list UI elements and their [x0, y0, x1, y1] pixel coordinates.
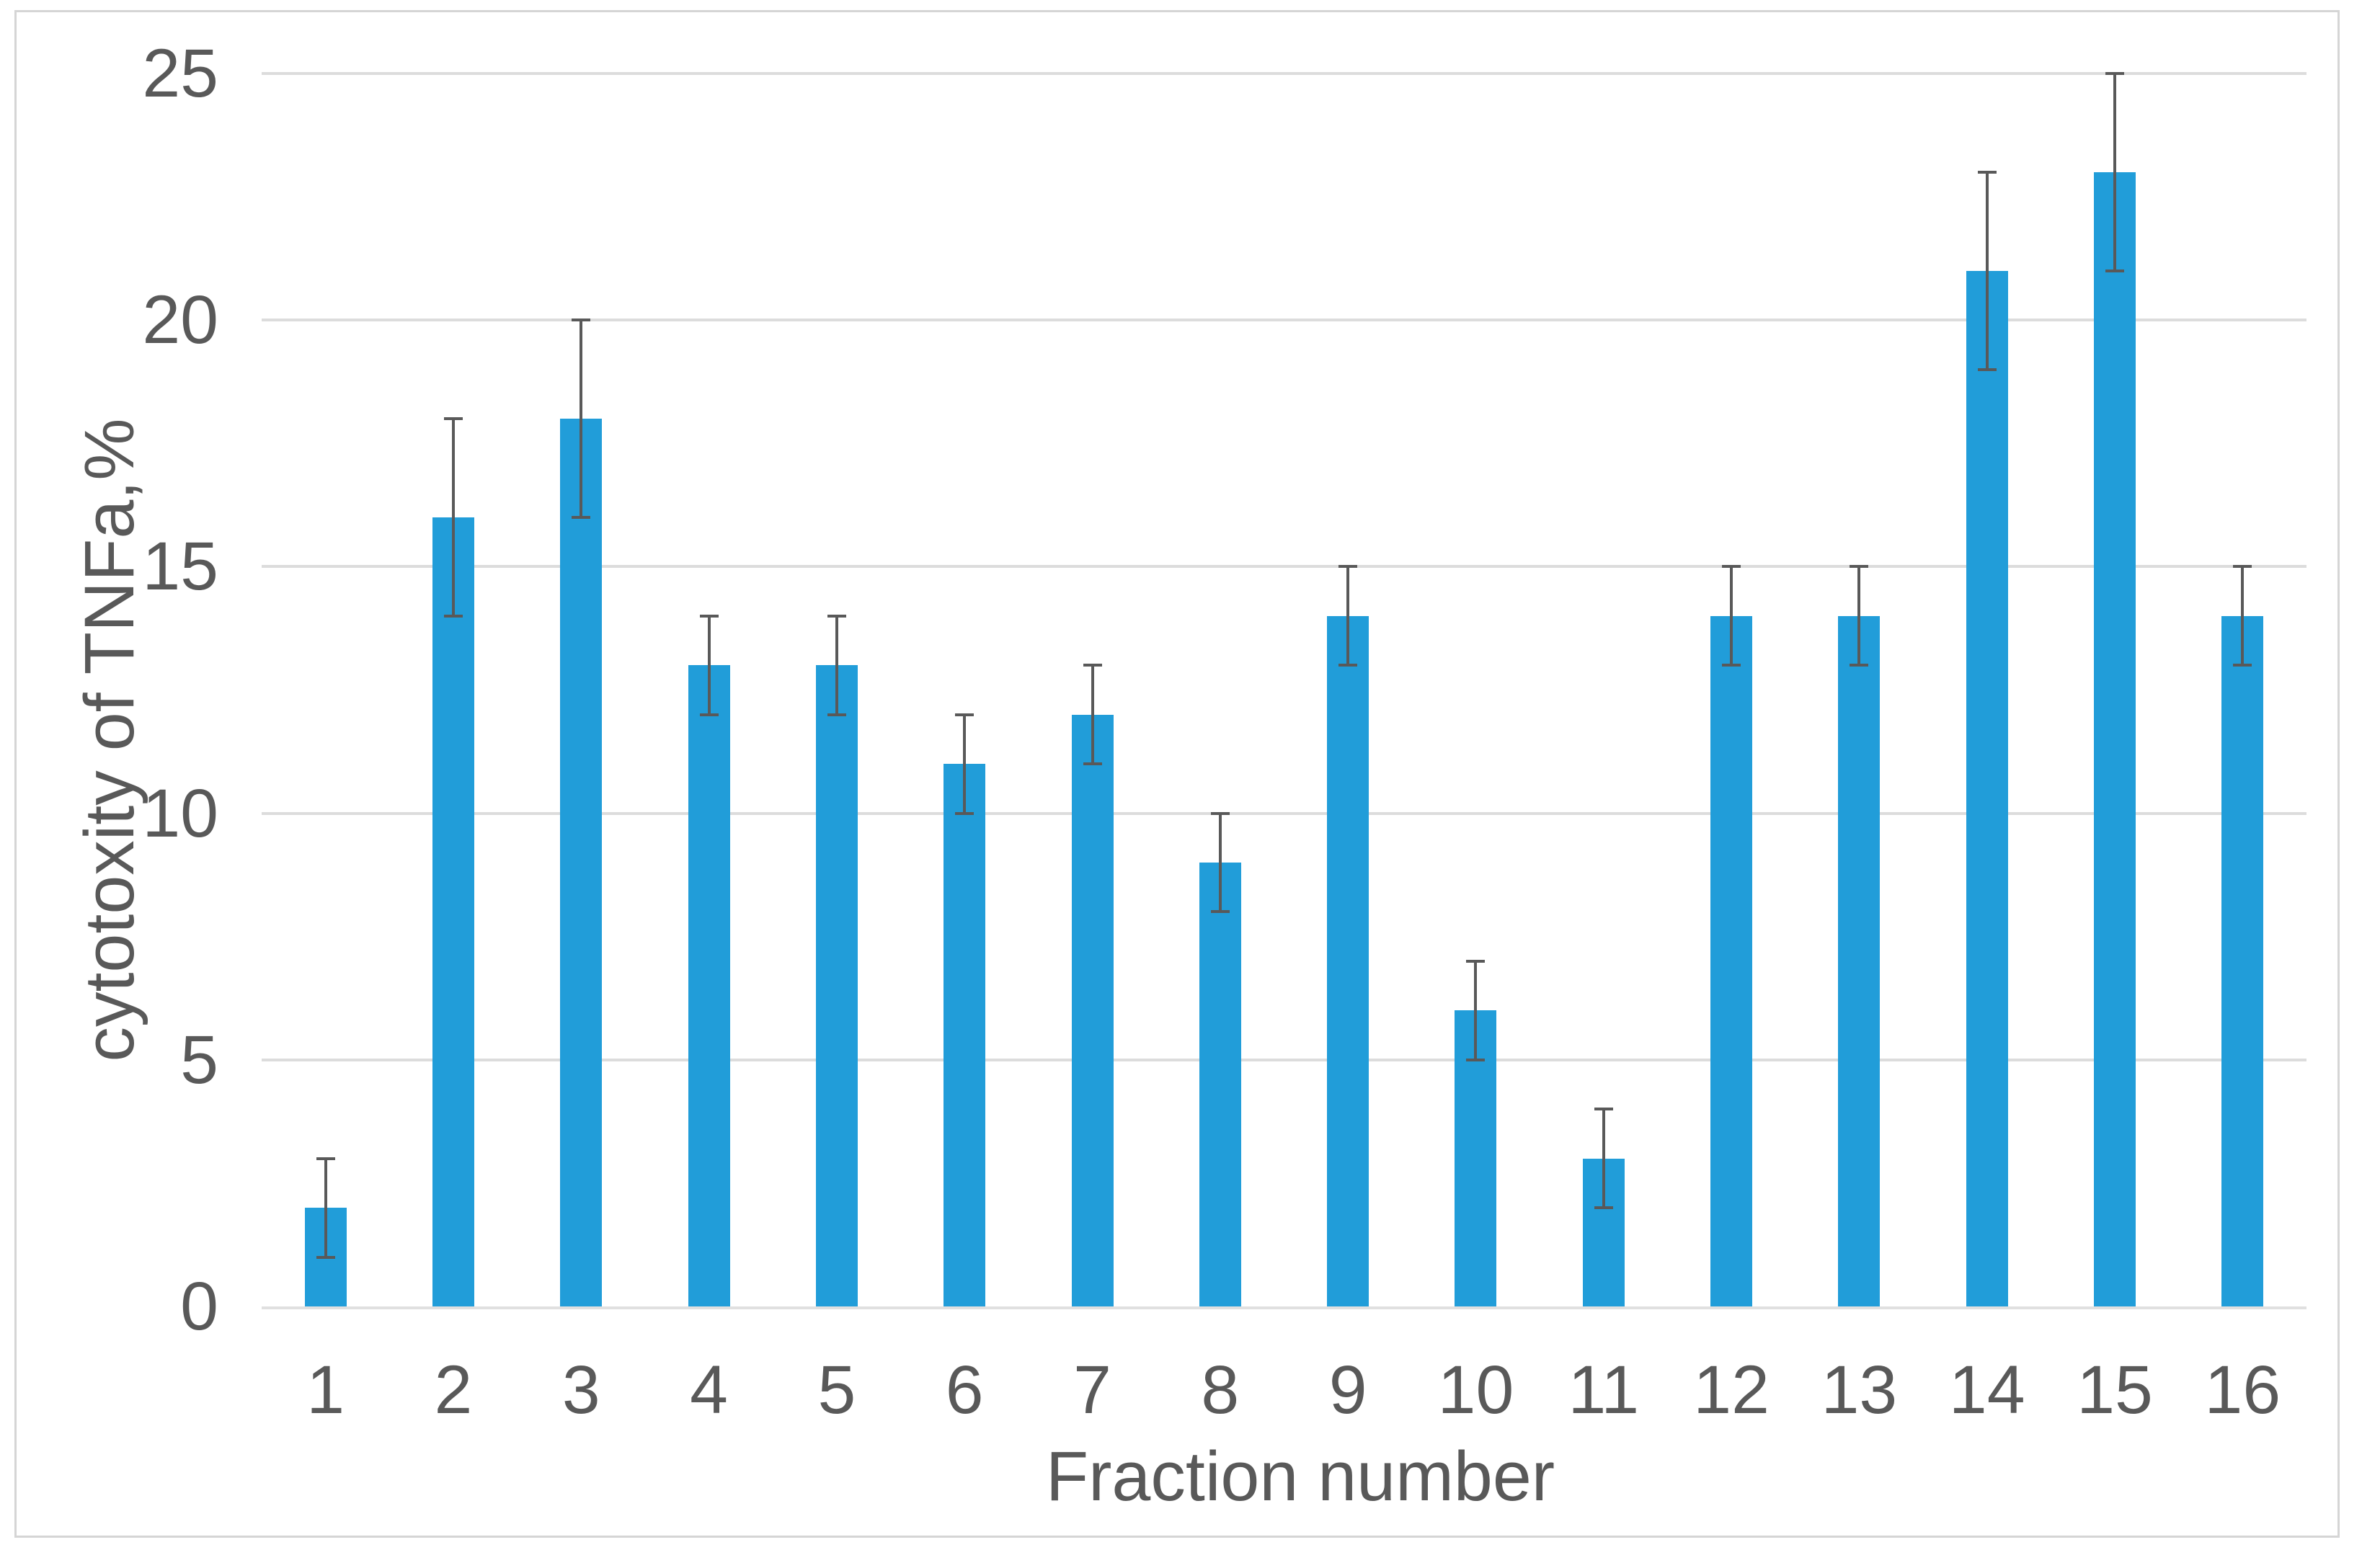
- y-tick-label-15: 15: [142, 528, 218, 605]
- error-bar-cap-top-5: [827, 614, 846, 618]
- error-bar-cap-bottom-1: [316, 1255, 335, 1259]
- error-bar-cap-bottom-3: [572, 515, 591, 519]
- error-bar-cap-top-3: [572, 318, 591, 322]
- gridline-5: [262, 1058, 2306, 1061]
- error-bar-cap-bottom-2: [443, 614, 463, 618]
- bar-4: [688, 665, 730, 1306]
- error-bar-line-5: [835, 615, 838, 715]
- error-bar-cap-bottom-10: [1466, 1058, 1486, 1061]
- bar-16: [2221, 615, 2264, 1306]
- x-tick-label-10: 10: [1437, 1352, 1514, 1428]
- error-bar-cap-bottom-12: [1722, 664, 1741, 667]
- error-bar-line-1: [324, 1158, 327, 1257]
- x-tick-label-1: 1: [306, 1352, 345, 1428]
- error-bar-cap-bottom-15: [2105, 269, 2125, 272]
- bar-7: [1071, 714, 1114, 1306]
- error-bar-cap-bottom-5: [827, 713, 846, 716]
- error-bar-cap-top-14: [1977, 170, 1997, 174]
- x-tick-label-9: 9: [1328, 1352, 1367, 1428]
- gridline-10: [262, 811, 2306, 815]
- bar-15: [2094, 172, 2136, 1306]
- error-bar-line-12: [1730, 566, 1733, 666]
- error-bar-cap-bottom-13: [1850, 664, 1869, 667]
- error-bar-line-2: [451, 419, 455, 616]
- error-bar-cap-top-4: [699, 614, 719, 618]
- y-tick-label-20: 20: [142, 282, 218, 359]
- x-tick-label-14: 14: [1948, 1352, 2025, 1428]
- error-bar-cap-bottom-4: [699, 713, 719, 716]
- x-tick-label-16: 16: [2204, 1352, 2281, 1428]
- error-bar-cap-bottom-14: [1977, 368, 1997, 371]
- x-tick-label-4: 4: [690, 1352, 729, 1428]
- x-tick-label-5: 5: [817, 1352, 856, 1428]
- error-bar-cap-top-11: [1594, 1108, 1613, 1111]
- y-tick-label-0: 0: [180, 1268, 218, 1345]
- error-bar-cap-bottom-7: [1083, 762, 1102, 766]
- x-tick-label-11: 11: [1568, 1352, 1640, 1428]
- bar-6: [944, 764, 986, 1306]
- error-bar-line-16: [2241, 566, 2245, 666]
- bar-2: [432, 517, 474, 1306]
- gridline-25: [262, 72, 2306, 75]
- error-bar-line-9: [1346, 566, 1350, 666]
- error-bar-cap-bottom-9: [1338, 664, 1358, 667]
- error-bar-line-10: [1474, 961, 1478, 1060]
- error-bar-line-3: [580, 320, 583, 517]
- error-bar-cap-top-1: [316, 1157, 335, 1160]
- bar-13: [1838, 615, 1881, 1306]
- y-tick-label-5: 5: [180, 1021, 218, 1098]
- error-bar-cap-top-16: [2233, 565, 2252, 569]
- y-tick-label-10: 10: [142, 775, 218, 852]
- bar-9: [1327, 615, 1369, 1306]
- error-bar-cap-top-12: [1722, 565, 1741, 569]
- x-tick-label-3: 3: [561, 1352, 600, 1428]
- error-bar-cap-top-10: [1466, 959, 1486, 963]
- gridline-20: [262, 318, 2306, 322]
- error-bar-cap-bottom-11: [1594, 1206, 1613, 1210]
- x-tick-label-13: 13: [1821, 1352, 1898, 1428]
- error-bar-cap-top-7: [1083, 664, 1102, 667]
- bar-8: [1199, 863, 1241, 1306]
- x-axis-line: [262, 1306, 2306, 1309]
- bar-12: [1710, 615, 1753, 1306]
- error-bar-line-7: [1091, 665, 1094, 765]
- bar-14: [1966, 270, 2008, 1306]
- y-tick-label-25: 25: [142, 35, 218, 112]
- error-bar-cap-bottom-16: [2233, 664, 2252, 667]
- x-tick-label-12: 12: [1693, 1352, 1770, 1428]
- gridline-15: [262, 565, 2306, 569]
- error-bar-line-15: [2113, 74, 2117, 271]
- bar-5: [815, 665, 858, 1306]
- x-tick-label-6: 6: [945, 1352, 984, 1428]
- x-tick-label-7: 7: [1073, 1352, 1111, 1428]
- error-bar-cap-top-2: [443, 417, 463, 421]
- error-bar-cap-top-8: [1210, 811, 1230, 815]
- error-bar-cap-top-9: [1338, 565, 1358, 569]
- error-bar-line-6: [963, 714, 967, 814]
- error-bar-line-4: [707, 615, 711, 715]
- x-tick-label-8: 8: [1201, 1352, 1240, 1428]
- error-bar-cap-top-13: [1850, 565, 1869, 569]
- bar-3: [560, 419, 603, 1306]
- x-tick-label-15: 15: [2077, 1352, 2153, 1428]
- error-bar-cap-bottom-6: [955, 811, 974, 815]
- x-axis-title: Fraction number: [1045, 1437, 1555, 1515]
- error-bar-line-8: [1218, 813, 1222, 912]
- x-tick-label-2: 2: [434, 1352, 473, 1428]
- error-bar-cap-top-6: [955, 713, 974, 716]
- error-bar-line-11: [1602, 1109, 1605, 1208]
- error-bar-line-14: [1985, 172, 1989, 370]
- error-bar-line-13: [1857, 566, 1861, 666]
- error-bar-cap-bottom-8: [1210, 910, 1230, 914]
- error-bar-cap-top-15: [2105, 72, 2125, 75]
